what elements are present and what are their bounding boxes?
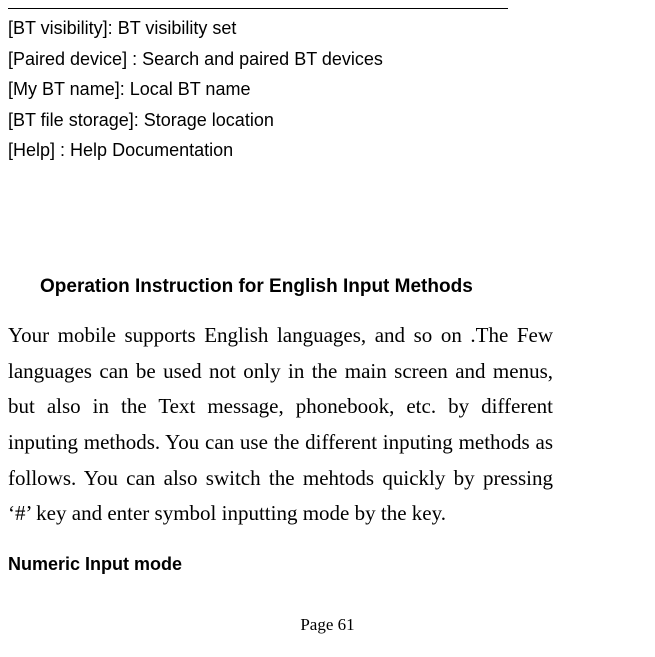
definition-item: [BT file storage]: Storage location — [8, 105, 600, 136]
term-text: Help Documentation — [70, 140, 233, 160]
term-label: [Paired device] : — [8, 49, 137, 69]
term-label: [BT visibility]: — [8, 18, 113, 38]
section-heading: Operation Instruction for English Input … — [40, 276, 600, 298]
definition-item: [My BT name]: Local BT name — [8, 74, 600, 105]
body-paragraph: Your mobile supports English languages, … — [8, 318, 553, 532]
definition-item: [Help] : Help Documentation — [8, 135, 600, 166]
term-text: Storage location — [144, 110, 274, 130]
term-text: Search and paired BT devices — [142, 49, 383, 69]
definition-item: [Paired device] : Search and paired BT d… — [8, 44, 600, 75]
term-label: [BT file storage]: — [8, 110, 139, 130]
horizontal-rule — [8, 8, 508, 9]
definition-list: [BT visibility]: BT visibility set [Pair… — [8, 13, 600, 166]
term-label: [My BT name]: — [8, 79, 125, 99]
page-number: Page 61 — [0, 615, 655, 635]
sub-heading: Numeric Input mode — [8, 554, 600, 575]
term-text: BT visibility set — [118, 18, 237, 38]
term-text: Local BT name — [130, 79, 251, 99]
term-label: [Help] : — [8, 140, 65, 160]
definition-item: [BT visibility]: BT visibility set — [8, 13, 600, 44]
